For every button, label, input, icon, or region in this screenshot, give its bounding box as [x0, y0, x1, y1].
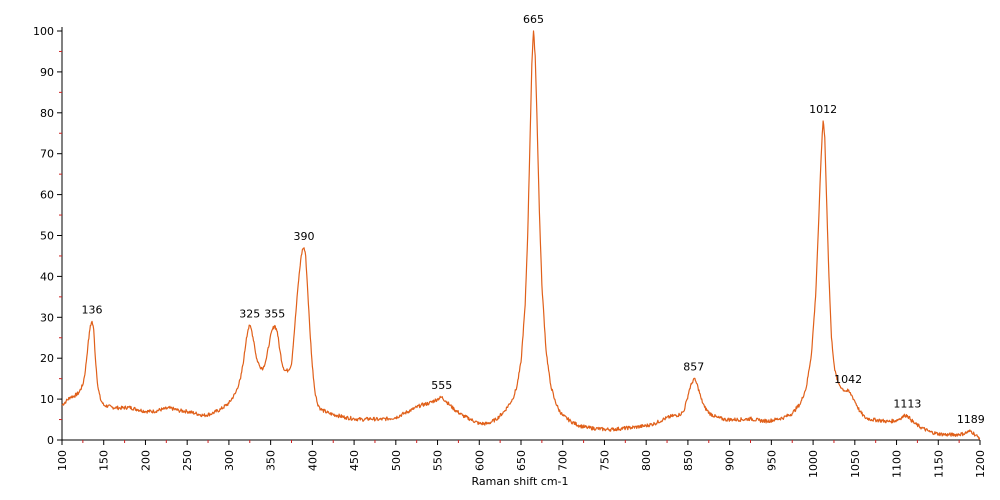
- peak-label: 665: [523, 13, 544, 26]
- y-tick-label: 40: [40, 270, 54, 283]
- x-tick-label: 950: [765, 450, 778, 471]
- x-tick-label: 550: [432, 450, 445, 471]
- x-tick-label: 500: [390, 450, 403, 471]
- y-tick-label: 50: [40, 230, 54, 243]
- x-tick-label: 1100: [891, 450, 904, 478]
- peak-label: 1113: [893, 397, 921, 410]
- peak-label: 857: [683, 361, 704, 374]
- x-tick-label: 850: [682, 450, 695, 471]
- peak-label: 390: [294, 230, 315, 243]
- y-tick-label: 80: [40, 107, 54, 120]
- x-tick-label: 100: [56, 450, 69, 471]
- x-tick-label: 350: [265, 450, 278, 471]
- peak-label: 555: [431, 379, 452, 392]
- x-tick-label: 250: [181, 450, 194, 471]
- spectrum-line: [61, 30, 981, 440]
- y-tick-label: 10: [40, 393, 54, 406]
- x-tick-label: 600: [473, 450, 486, 471]
- peak-label: 1012: [809, 103, 837, 116]
- x-tick-label: 1050: [849, 450, 862, 478]
- peak-labels: 136 325 355 390 555 665 857 1012 1042 1113 1189: [82, 13, 985, 426]
- y-tick-label: 20: [40, 352, 54, 365]
- x-tick-label: 450: [348, 450, 361, 471]
- x-tick-label: 200: [139, 450, 152, 471]
- y-tick-label: 100: [33, 25, 54, 38]
- peak-label: 325: [239, 307, 260, 320]
- y-tick-label: 60: [40, 189, 54, 202]
- x-tick-label: 150: [98, 450, 111, 471]
- x-axis-title: Raman shift cm-1: [471, 475, 568, 488]
- plot-area: [61, 30, 981, 440]
- y-tick-label: 90: [40, 66, 54, 79]
- peak-label: 355: [264, 307, 285, 320]
- peak-label: 1189: [957, 413, 985, 426]
- x-tick-label: 700: [557, 450, 570, 471]
- y-tick-label: 0: [47, 434, 54, 447]
- x-tick-label: 900: [724, 450, 737, 471]
- x-tick-label: 750: [598, 450, 611, 471]
- x-tick-label: 1000: [807, 450, 820, 478]
- peak-label: 136: [82, 303, 103, 316]
- peak-label: 1042: [834, 373, 862, 386]
- x-tick-label: 400: [306, 450, 319, 471]
- y-tick-label: 70: [40, 148, 54, 161]
- x-tick-label: 300: [223, 450, 236, 471]
- y-axis: 0 10 20 30 40 50 60 70 80 90 100: [33, 25, 63, 447]
- x-tick-label: 650: [515, 450, 528, 471]
- y-tick-label: 30: [40, 311, 54, 324]
- x-tick-label: 1150: [932, 450, 945, 478]
- x-tick-label: 1200: [974, 450, 987, 478]
- x-tick-label: 800: [640, 450, 653, 471]
- x-axis: 100 150 200 250 300 350 400 450 500 550 600 650 700 7…: [56, 439, 987, 478]
